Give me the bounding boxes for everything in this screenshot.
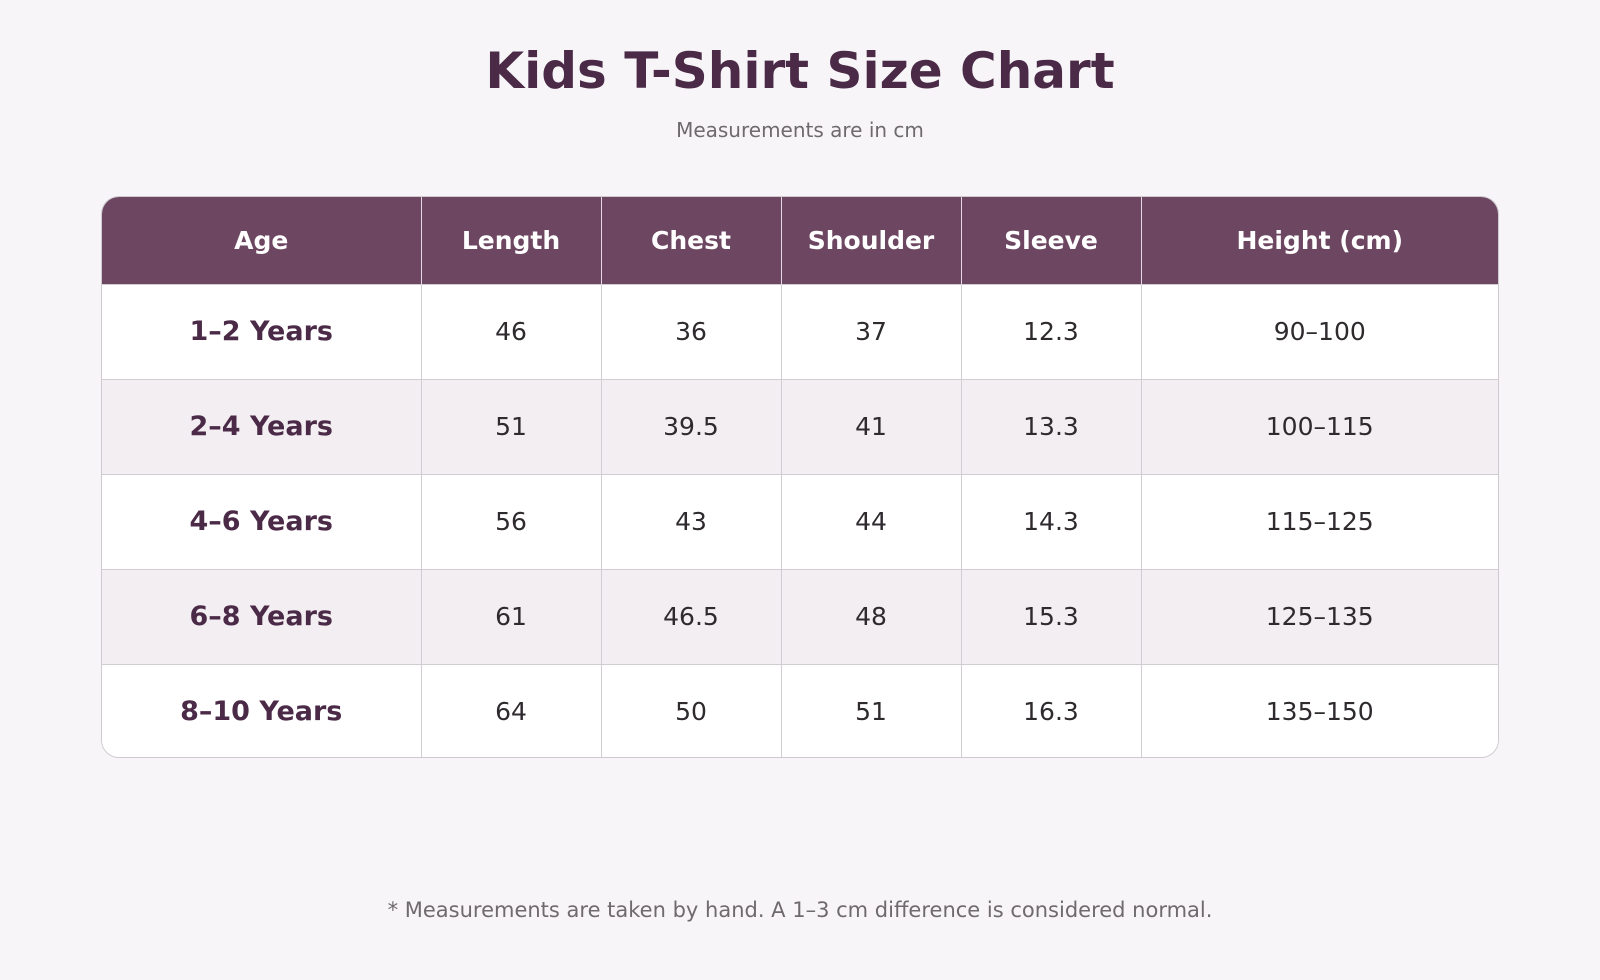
age-cell: 1–2 Years xyxy=(102,283,421,379)
footnote: * Measurements are taken by hand. A 1–3 … xyxy=(387,898,1213,922)
column-header-height: Height (cm) xyxy=(1140,197,1498,284)
chest-cell: 46.5 xyxy=(600,568,781,664)
chest-cell: 43 xyxy=(600,473,781,569)
size-chart-table-container: Age Length Chest Shoulder Sleeve Height … xyxy=(101,196,1499,758)
table-row: 4–6 Years 56 43 44 14.3 115–125 xyxy=(102,473,1498,569)
sleeve-cell: 12.3 xyxy=(960,283,1141,379)
shoulder-cell: 41 xyxy=(780,378,961,474)
sleeve-cell: 14.3 xyxy=(960,473,1141,569)
column-header-sleeve: Sleeve xyxy=(960,197,1141,284)
length-cell: 56 xyxy=(420,473,601,569)
table-row: 8–10 Years 64 50 51 16.3 135–150 xyxy=(102,663,1498,757)
height-cell: 115–125 xyxy=(1140,473,1498,569)
shoulder-cell: 37 xyxy=(780,283,961,379)
column-header-length: Length xyxy=(420,197,601,284)
height-cell: 90–100 xyxy=(1140,283,1498,379)
column-header-chest: Chest xyxy=(600,197,781,284)
chest-cell: 36 xyxy=(600,283,781,379)
age-cell: 6–8 Years xyxy=(102,568,421,664)
page-subtitle: Measurements are in cm xyxy=(676,118,924,142)
shoulder-cell: 51 xyxy=(780,663,961,757)
column-header-shoulder: Shoulder xyxy=(780,197,961,284)
page-title: Kids T-Shirt Size Chart xyxy=(485,42,1115,100)
table-header-row: Age Length Chest Shoulder Sleeve Height … xyxy=(102,197,1498,284)
age-cell: 8–10 Years xyxy=(102,663,421,757)
table-row: 1–2 Years 46 36 37 12.3 90–100 xyxy=(102,283,1498,379)
height-cell: 125–135 xyxy=(1140,568,1498,664)
size-chart-table: Age Length Chest Shoulder Sleeve Height … xyxy=(102,197,1498,757)
sleeve-cell: 13.3 xyxy=(960,378,1141,474)
length-cell: 51 xyxy=(420,378,601,474)
height-cell: 100–115 xyxy=(1140,378,1498,474)
sleeve-cell: 15.3 xyxy=(960,568,1141,664)
chest-cell: 39.5 xyxy=(600,378,781,474)
chest-cell: 50 xyxy=(600,663,781,757)
length-cell: 61 xyxy=(420,568,601,664)
length-cell: 64 xyxy=(420,663,601,757)
age-cell: 4–6 Years xyxy=(102,473,421,569)
age-cell: 2–4 Years xyxy=(102,378,421,474)
table-row: 2–4 Years 51 39.5 41 13.3 100–115 xyxy=(102,378,1498,474)
height-cell: 135–150 xyxy=(1140,663,1498,757)
column-header-age: Age xyxy=(234,225,289,255)
sleeve-cell: 16.3 xyxy=(960,663,1141,757)
shoulder-cell: 44 xyxy=(780,473,961,569)
shoulder-cell: 48 xyxy=(780,568,961,664)
table-row: 6–8 Years 61 46.5 48 15.3 125–135 xyxy=(102,568,1498,664)
length-cell: 46 xyxy=(420,283,601,379)
